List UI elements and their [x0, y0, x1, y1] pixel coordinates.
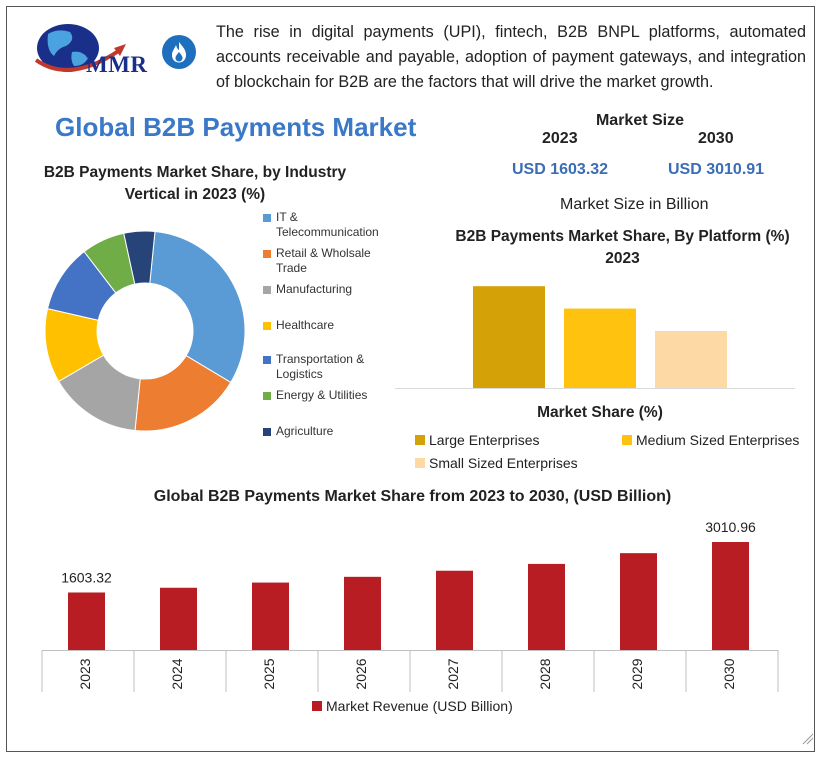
- donut-slice-0: [149, 230, 246, 384]
- platform-bar-0: [473, 286, 545, 388]
- market-size-title: Market Size: [595, 112, 685, 129]
- donut-legend-swatch: [263, 214, 271, 222]
- revenue-legend-swatch: [312, 701, 322, 711]
- revenue-tick-label: 2027: [445, 658, 461, 689]
- intro-paragraph: The rise in digital payments (UPI), fint…: [216, 23, 806, 91]
- platform-legend-item: Small Sized Enterprises: [415, 455, 578, 471]
- donut-chart-title: B2B Payments Market Share, by Industry V…: [43, 164, 347, 203]
- revenue-chart-title: Global B2B Payments Market Share from 20…: [153, 488, 672, 505]
- revenue-data-label: 3010.96: [705, 519, 756, 535]
- revenue-tick-label: 2024: [169, 658, 185, 689]
- donut-legend-swatch: [263, 250, 271, 258]
- donut-legend-label: Manufacturing: [276, 282, 353, 296]
- donut-legend-item: Manufacturing: [263, 282, 352, 297]
- revenue-bar-2025: [252, 582, 289, 650]
- revenue-bar-2023: [68, 592, 105, 650]
- platform-legend-item: Medium Sized Enterprises: [622, 432, 799, 448]
- donut-legend-item: IT & Telecommunication: [263, 210, 379, 240]
- market-size-value-2023: USD 1603.32: [512, 161, 609, 178]
- market-size-year-2030: 2030: [698, 130, 734, 147]
- donut-legend-item: Transportation & Logistics: [263, 352, 364, 382]
- revenue-legend: Market Revenue (USD Billion): [312, 698, 513, 714]
- platform-legend-label: Small Sized Enterprises: [429, 455, 578, 471]
- donut-chart: [44, 230, 246, 432]
- revenue-bar-2030: [712, 542, 749, 650]
- platform-legend-swatch: [622, 435, 632, 445]
- platform-chart-title: B2B Payments Market Share, By Platform (…: [455, 228, 790, 267]
- market-size-unit: Market Size in Billion: [560, 196, 709, 213]
- donut-legend-label: Transportation & Logistics: [276, 352, 365, 381]
- revenue-bar-2028: [528, 563, 565, 650]
- donut-legend-item: Healthcare: [263, 318, 334, 333]
- flame-icon: [162, 35, 196, 69]
- platform-legend-label: Large Enterprises: [429, 432, 540, 448]
- main-title: Global B2B Payments Market: [55, 112, 417, 142]
- corner-decoration: [802, 733, 814, 745]
- donut-legend-item: Agriculture: [263, 424, 333, 439]
- mmr-globe-logo: [34, 24, 126, 72]
- donut-legend-label: IT & Telecommunication: [276, 210, 379, 239]
- revenue-legend-label: Market Revenue (USD Billion): [326, 698, 513, 714]
- platform-bar-chart: [395, 286, 795, 389]
- revenue-data-label: 1603.32: [61, 569, 112, 585]
- revenue-tick-label: 2029: [629, 658, 645, 689]
- donut-legend-swatch: [263, 322, 271, 330]
- platform-bar-1: [564, 308, 636, 388]
- revenue-bar-2027: [436, 570, 473, 650]
- revenue-bar-2029: [620, 553, 657, 650]
- revenue-tick-label: 2023: [77, 658, 93, 689]
- revenue-tick-label: 2025: [261, 658, 277, 689]
- donut-legend-swatch: [263, 392, 271, 400]
- revenue-tick-label: 2026: [353, 658, 369, 689]
- revenue-bar-chart: 2023 2024 2025 2026 2027 2028 2029 2030 1603.32 3…: [41, 519, 779, 692]
- donut-legend-label: Healthcare: [276, 318, 335, 332]
- platform-bar-2: [655, 330, 727, 388]
- revenue-bar-2024: [160, 587, 197, 650]
- platform-legend-item: Large Enterprises: [415, 432, 540, 448]
- donut-legend-item: Energy & Utilities: [263, 388, 367, 403]
- platform-legend-swatch: [415, 435, 425, 445]
- platform-legend-label: Medium Sized Enterprises: [636, 432, 800, 448]
- donut-legend-swatch: [263, 428, 271, 436]
- platform-legend-swatch: [415, 458, 425, 468]
- donut-legend-swatch: [263, 286, 271, 294]
- revenue-bar-2026: [344, 576, 381, 650]
- donut-legend-label: Retail & Wholsale Trade: [276, 246, 371, 275]
- platform-x-axis-label: Market Share (%): [537, 404, 663, 421]
- logo-text: MMR: [86, 52, 148, 77]
- donut-slice-6: [123, 230, 156, 285]
- donut-legend-label: Agriculture: [276, 424, 334, 438]
- donut-legend-item: Retail & Wholsale Trade: [263, 246, 371, 276]
- revenue-tick-label: 2028: [537, 658, 553, 689]
- donut-legend-swatch: [263, 356, 271, 364]
- market-size-value-2030: USD 3010.91: [668, 161, 765, 178]
- infographic-frame: [6, 6, 815, 752]
- revenue-tick-label: 2030: [721, 658, 737, 689]
- donut-legend-label: Energy & Utilities: [276, 388, 368, 402]
- market-size-year-2023: 2023: [542, 130, 578, 147]
